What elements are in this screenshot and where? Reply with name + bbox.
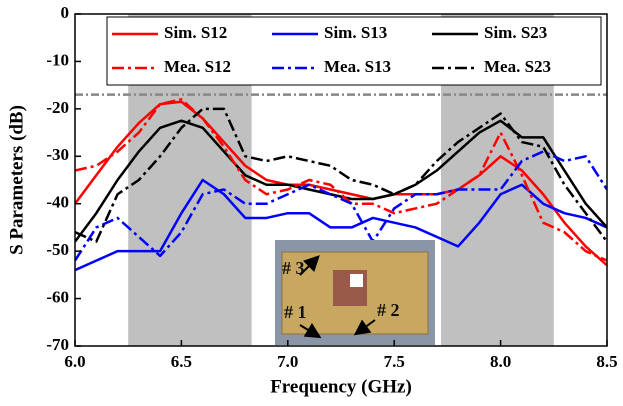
y-tick-label: -60 xyxy=(46,287,69,306)
y-tick-label: 0 xyxy=(61,3,70,22)
annotation: # 3 xyxy=(282,258,305,278)
slot xyxy=(350,274,363,287)
annotation: # 2 xyxy=(377,300,400,320)
legend-label: Mea. S23 xyxy=(484,57,551,76)
legend-label: Sim. S12 xyxy=(164,23,227,42)
arrow xyxy=(353,319,376,336)
x-tick-label: 6.5 xyxy=(171,352,192,371)
legend: Sim. S12 Sim. S13 Sim. S23 Mea. S12 Mea. S13… xyxy=(106,16,602,86)
x-tick-label: 7.5 xyxy=(384,352,405,371)
y-axis-title: S Parameters (dB) xyxy=(6,105,27,255)
x-tick-label: 8.5 xyxy=(596,352,617,371)
x-tick-label: 7.0 xyxy=(277,352,298,371)
annotation: # 1 xyxy=(284,302,307,322)
x-tick-label: 8.0 xyxy=(490,352,511,371)
series-line xyxy=(75,150,607,262)
legend-label: Mea. S12 xyxy=(164,57,231,76)
inset-photo: # 3 # 1 # 2 xyxy=(275,240,435,345)
axes-layer: 6.0 6.5 7.0 7.5 8.0 8.5 0 -10 -20 -30 -40 -50 -60 -70 xyxy=(46,3,617,371)
series-line xyxy=(75,107,607,243)
x-axis-title: Frequency (GHz) xyxy=(270,376,412,397)
y-tick-label: -70 xyxy=(46,335,69,354)
legend-box xyxy=(106,16,602,86)
y-tick-label: -20 xyxy=(46,98,69,117)
series-line xyxy=(75,119,607,243)
y-tick-label: -30 xyxy=(46,145,69,164)
lines-layer xyxy=(75,98,607,272)
y-tick-label: -50 xyxy=(46,240,69,259)
arrow xyxy=(299,255,320,276)
plot-frame xyxy=(74,13,608,347)
series-line xyxy=(75,178,607,272)
y-tick-label: -40 xyxy=(46,193,69,212)
legend-label: Sim. S23 xyxy=(484,23,547,42)
arrow xyxy=(299,322,322,339)
legend-label: Mea. S13 xyxy=(324,57,391,76)
y-tick-label: -10 xyxy=(46,50,69,69)
x-tick-label: 6.0 xyxy=(64,352,85,371)
series-line xyxy=(75,98,607,262)
legend-label: Sim. S13 xyxy=(324,23,387,42)
